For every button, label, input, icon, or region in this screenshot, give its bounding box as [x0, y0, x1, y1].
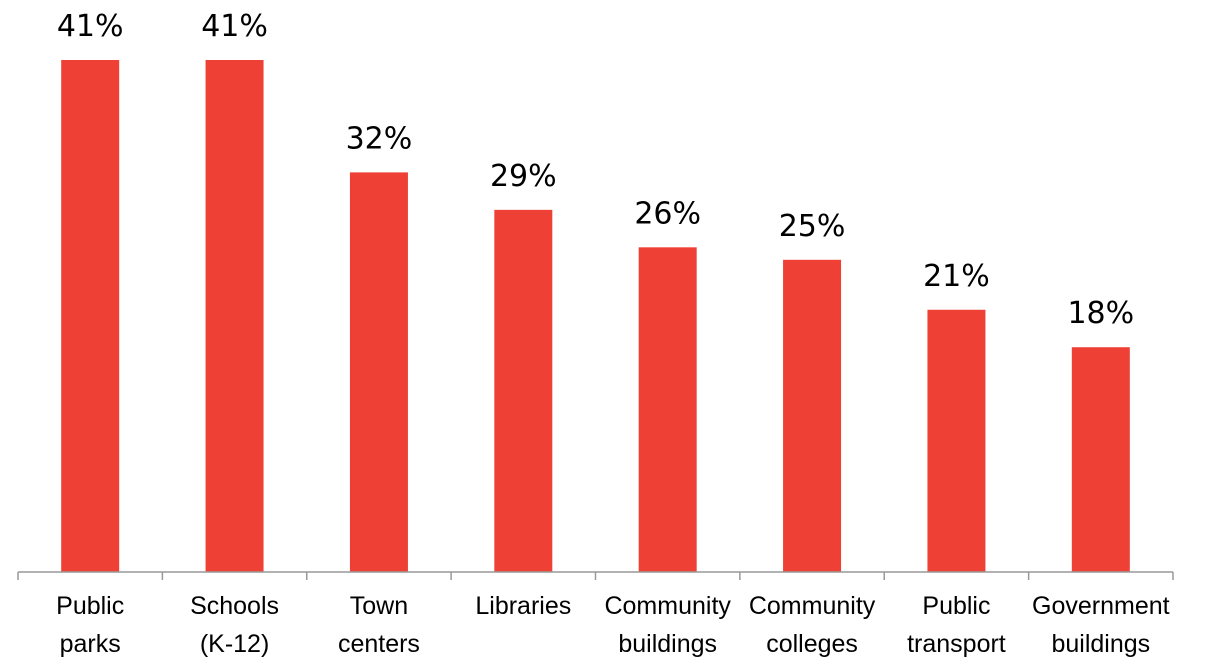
- x-tick-label: centers: [338, 630, 420, 658]
- x-tick-label: (K-12): [200, 630, 269, 658]
- data-label: 32%: [346, 121, 413, 156]
- x-tick-label: buildings: [1051, 630, 1150, 658]
- data-label: 18%: [1067, 296, 1134, 331]
- x-tick-label: Libraries: [475, 592, 571, 620]
- x-axis: [17, 571, 1174, 580]
- data-label: 21%: [923, 259, 990, 294]
- x-tick-label: parks: [60, 630, 121, 658]
- x-tick-label: Government: [1032, 592, 1170, 620]
- bar: [1071, 347, 1130, 572]
- bar: [494, 209, 553, 573]
- data-label: 25%: [779, 209, 846, 244]
- x-tick-label: Public: [56, 592, 124, 620]
- x-tick-label: Schools: [190, 592, 279, 620]
- x-tick-label: buildings: [618, 630, 717, 658]
- bar: [927, 309, 986, 572]
- bar: [783, 259, 842, 572]
- value-labels-group: 41% 41% 32% 29% 26% 25% 21% 18%: [57, 9, 1134, 331]
- x-tick-label: Public: [922, 592, 990, 620]
- bar: [638, 247, 697, 572]
- data-label: 41%: [201, 9, 268, 44]
- x-tick-label: colleges: [766, 630, 858, 658]
- x-tick-label: transport: [907, 630, 1006, 658]
- data-label: 26%: [634, 196, 701, 231]
- bar: [61, 60, 120, 572]
- bar: [349, 172, 408, 572]
- bar: [205, 60, 264, 572]
- category-labels-group: Public parks Schools (K-12) Town centers Libra…: [56, 592, 1170, 658]
- data-label: 41%: [57, 9, 124, 44]
- bars-group: [61, 60, 1130, 573]
- x-tick-label: Community: [604, 592, 731, 620]
- x-tick-label: Town: [350, 592, 408, 620]
- data-label: 29%: [490, 159, 557, 194]
- x-tick-label: Community: [749, 592, 876, 620]
